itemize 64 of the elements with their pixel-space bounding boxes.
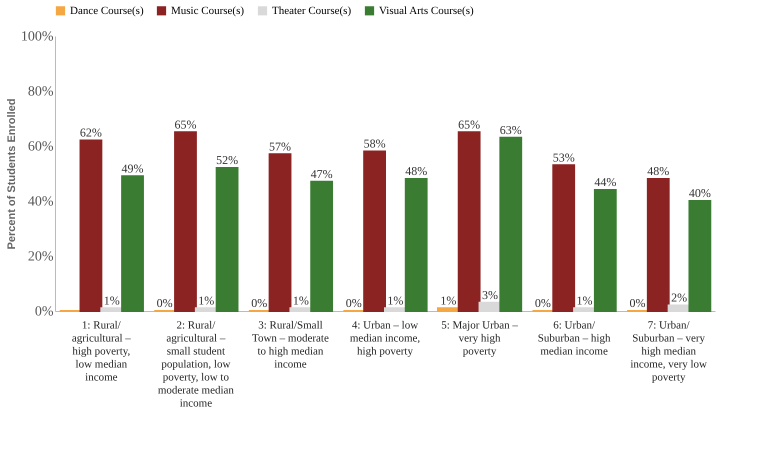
x-tick-label: 1: Rural/ agricultural – high poverty, low median income [72, 320, 132, 384]
y-tick-label: 80% [28, 84, 54, 100]
data-label: 53% [552, 150, 575, 164]
bar [174, 131, 197, 312]
bar [668, 304, 690, 312]
data-label: 0% [156, 296, 173, 310]
x-tick-label: 7: Urban/ Suburban – very high median income, very low poverty [630, 320, 708, 384]
bar [216, 167, 238, 312]
bar [499, 136, 522, 312]
bar [458, 131, 481, 312]
bar [80, 140, 102, 312]
data-label: 62% [80, 126, 102, 140]
y-tick-label: 100% [20, 30, 54, 44]
data-label: 0% [251, 296, 268, 310]
data-label: 1% [576, 293, 593, 308]
data-label: 1% [292, 293, 309, 308]
x-tick-label: 3: Rural/Small Town – moderate to high median income [252, 320, 329, 370]
data-label: 48% [405, 164, 428, 178]
y-tick-label: 40% [28, 194, 54, 210]
bar [436, 307, 460, 312]
data-label: 2% [671, 290, 688, 304]
bar [688, 200, 712, 312]
x-tick-label: 6: Urban/ Suburban – high median income [538, 320, 611, 358]
data-label: 47% [310, 166, 333, 181]
data-label: 3% [482, 288, 498, 302]
x-tick-label: 2: Rural/ agricultural – small student population, low poverty, low to moderate median income [158, 320, 234, 410]
data-label: 49% [122, 161, 144, 176]
data-label: 0% [346, 296, 362, 310]
y-tick-label: 60% [28, 140, 54, 154]
bar [594, 189, 617, 312]
bar [646, 178, 670, 312]
data-label: 63% [500, 122, 522, 137]
data-label: 1% [440, 293, 456, 308]
legend-label: Music Course(s) [171, 4, 244, 17]
data-label: 52% [216, 153, 238, 167]
data-label: 40% [688, 186, 711, 200]
y-axis-title: Percent of Students Enrolled [6, 98, 18, 250]
data-label: 65% [458, 117, 480, 132]
bar [478, 302, 502, 312]
legend-label: Theater Course(s) [272, 4, 352, 17]
y-tick-label: 20% [28, 250, 54, 264]
bar [552, 164, 576, 312]
x-tick-label: 4: Urban – low median income, high poverty [350, 320, 420, 358]
bar [404, 178, 428, 312]
legend-label: Visual Arts Course(s) [379, 4, 474, 17]
bar [363, 150, 386, 312]
bar [310, 180, 334, 312]
x-tick-label: 5: Major Urban – very high poverty [441, 320, 518, 358]
y-tick-label: 0% [34, 304, 54, 320]
data-label: 1% [198, 293, 214, 308]
bar [384, 307, 407, 312]
bar [121, 175, 144, 312]
legend-label: Dance Course(s) [70, 4, 144, 17]
bar [573, 307, 596, 312]
data-label: 65% [174, 117, 196, 132]
data-label: 48% [647, 164, 670, 178]
data-label: 58% [364, 136, 386, 150]
data-label: 0% [629, 296, 646, 310]
data-label: 1% [104, 293, 120, 308]
data-label: 1% [387, 293, 404, 308]
data-label: 44% [594, 175, 616, 189]
data-label: 0% [534, 296, 551, 310]
data-label: 57% [269, 139, 292, 154]
bar [268, 153, 292, 312]
